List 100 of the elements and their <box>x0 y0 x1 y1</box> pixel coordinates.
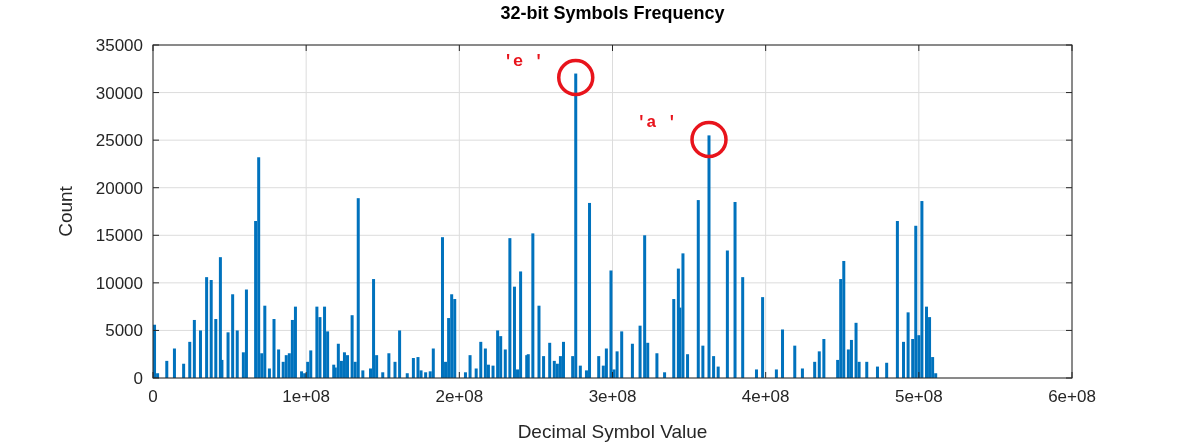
bar <box>672 299 676 378</box>
y-tick-label: 30000 <box>95 83 143 103</box>
bar <box>508 238 512 378</box>
chart-title: 32-bit Symbols Frequency <box>500 3 725 23</box>
bar <box>630 343 634 378</box>
y-tick-label: 25000 <box>95 131 143 151</box>
bar <box>681 253 685 378</box>
bar <box>906 312 910 378</box>
bar <box>209 280 213 378</box>
bar <box>479 341 483 378</box>
bar <box>686 354 690 378</box>
bar <box>854 322 858 378</box>
annotation: 'a ' <box>636 113 677 133</box>
bar <box>712 356 716 378</box>
bar <box>218 257 222 378</box>
x-tick-label: 0 <box>148 387 158 406</box>
bar <box>387 353 391 378</box>
bar <box>741 277 745 378</box>
bar <box>725 250 729 378</box>
bar <box>924 306 928 378</box>
bar <box>754 369 758 378</box>
bar <box>895 221 899 378</box>
annotation: 'e ' <box>502 51 544 71</box>
bar <box>231 294 235 378</box>
bar <box>450 294 454 378</box>
bar <box>813 361 817 378</box>
bar <box>244 289 248 378</box>
bar <box>257 157 261 378</box>
bar <box>609 270 613 378</box>
bar <box>182 363 186 378</box>
bar <box>707 135 711 378</box>
bar <box>468 355 472 378</box>
bar <box>542 356 546 378</box>
bar <box>188 341 192 378</box>
bar <box>574 73 578 378</box>
x-tick-label: 5e+08 <box>894 387 943 406</box>
x-tick-label: 6e+08 <box>1048 387 1096 406</box>
y-tick-label: 20000 <box>95 178 143 198</box>
bar <box>172 348 176 378</box>
x-tick-label: 3e+08 <box>588 387 637 406</box>
bar <box>372 279 376 378</box>
bar <box>235 330 239 378</box>
y-tick-label: 15000 <box>95 226 143 246</box>
bar <box>920 201 924 378</box>
bar <box>548 342 552 378</box>
bar <box>597 356 601 378</box>
x-tick-label: 1e+08 <box>282 387 331 406</box>
bar <box>293 306 297 378</box>
y-tick-label: 5000 <box>105 321 143 341</box>
bar <box>350 315 354 378</box>
bar <box>822 338 826 378</box>
bar <box>588 202 592 378</box>
bar <box>192 319 196 378</box>
bar <box>620 331 624 378</box>
bar <box>267 368 271 378</box>
bar <box>346 355 350 378</box>
bar <box>398 330 402 378</box>
bar <box>431 348 435 378</box>
bar <box>411 358 415 378</box>
x-tick-label: 4e+08 <box>741 387 790 406</box>
bar <box>552 360 556 378</box>
bar <box>800 368 804 378</box>
bar <box>323 306 327 378</box>
bar <box>561 341 565 378</box>
bar <box>643 235 647 378</box>
bar <box>519 271 523 378</box>
bar <box>198 330 202 378</box>
bar <box>309 350 313 378</box>
bar <box>655 353 659 378</box>
bar <box>842 260 846 378</box>
bar <box>902 341 906 378</box>
y-tick-label: 10000 <box>95 273 143 293</box>
bar <box>781 329 785 378</box>
bar <box>774 369 778 378</box>
bar <box>336 343 340 378</box>
bar <box>205 277 209 378</box>
bar <box>865 361 869 378</box>
bar <box>342 352 346 378</box>
bar <box>356 198 360 378</box>
bar <box>416 357 420 378</box>
bar <box>537 305 541 378</box>
bar <box>696 200 700 378</box>
bar <box>733 201 737 378</box>
bar <box>849 339 853 378</box>
x-axis-title: Decimal Symbol Value <box>517 421 708 442</box>
y-tick-label: 35000 <box>95 36 143 55</box>
y-axis-title: Count <box>55 185 76 237</box>
bar <box>793 345 797 378</box>
x-tick-label: 2e+08 <box>435 387 484 406</box>
bar <box>483 348 487 378</box>
bar <box>284 355 288 378</box>
bar <box>914 225 918 378</box>
bar <box>315 306 319 378</box>
bar <box>165 360 169 378</box>
bar <box>272 319 276 378</box>
y-tick-label: 0 <box>133 369 143 388</box>
bar <box>440 237 444 378</box>
bar <box>496 330 500 378</box>
bar <box>531 233 535 378</box>
bar <box>885 362 889 378</box>
